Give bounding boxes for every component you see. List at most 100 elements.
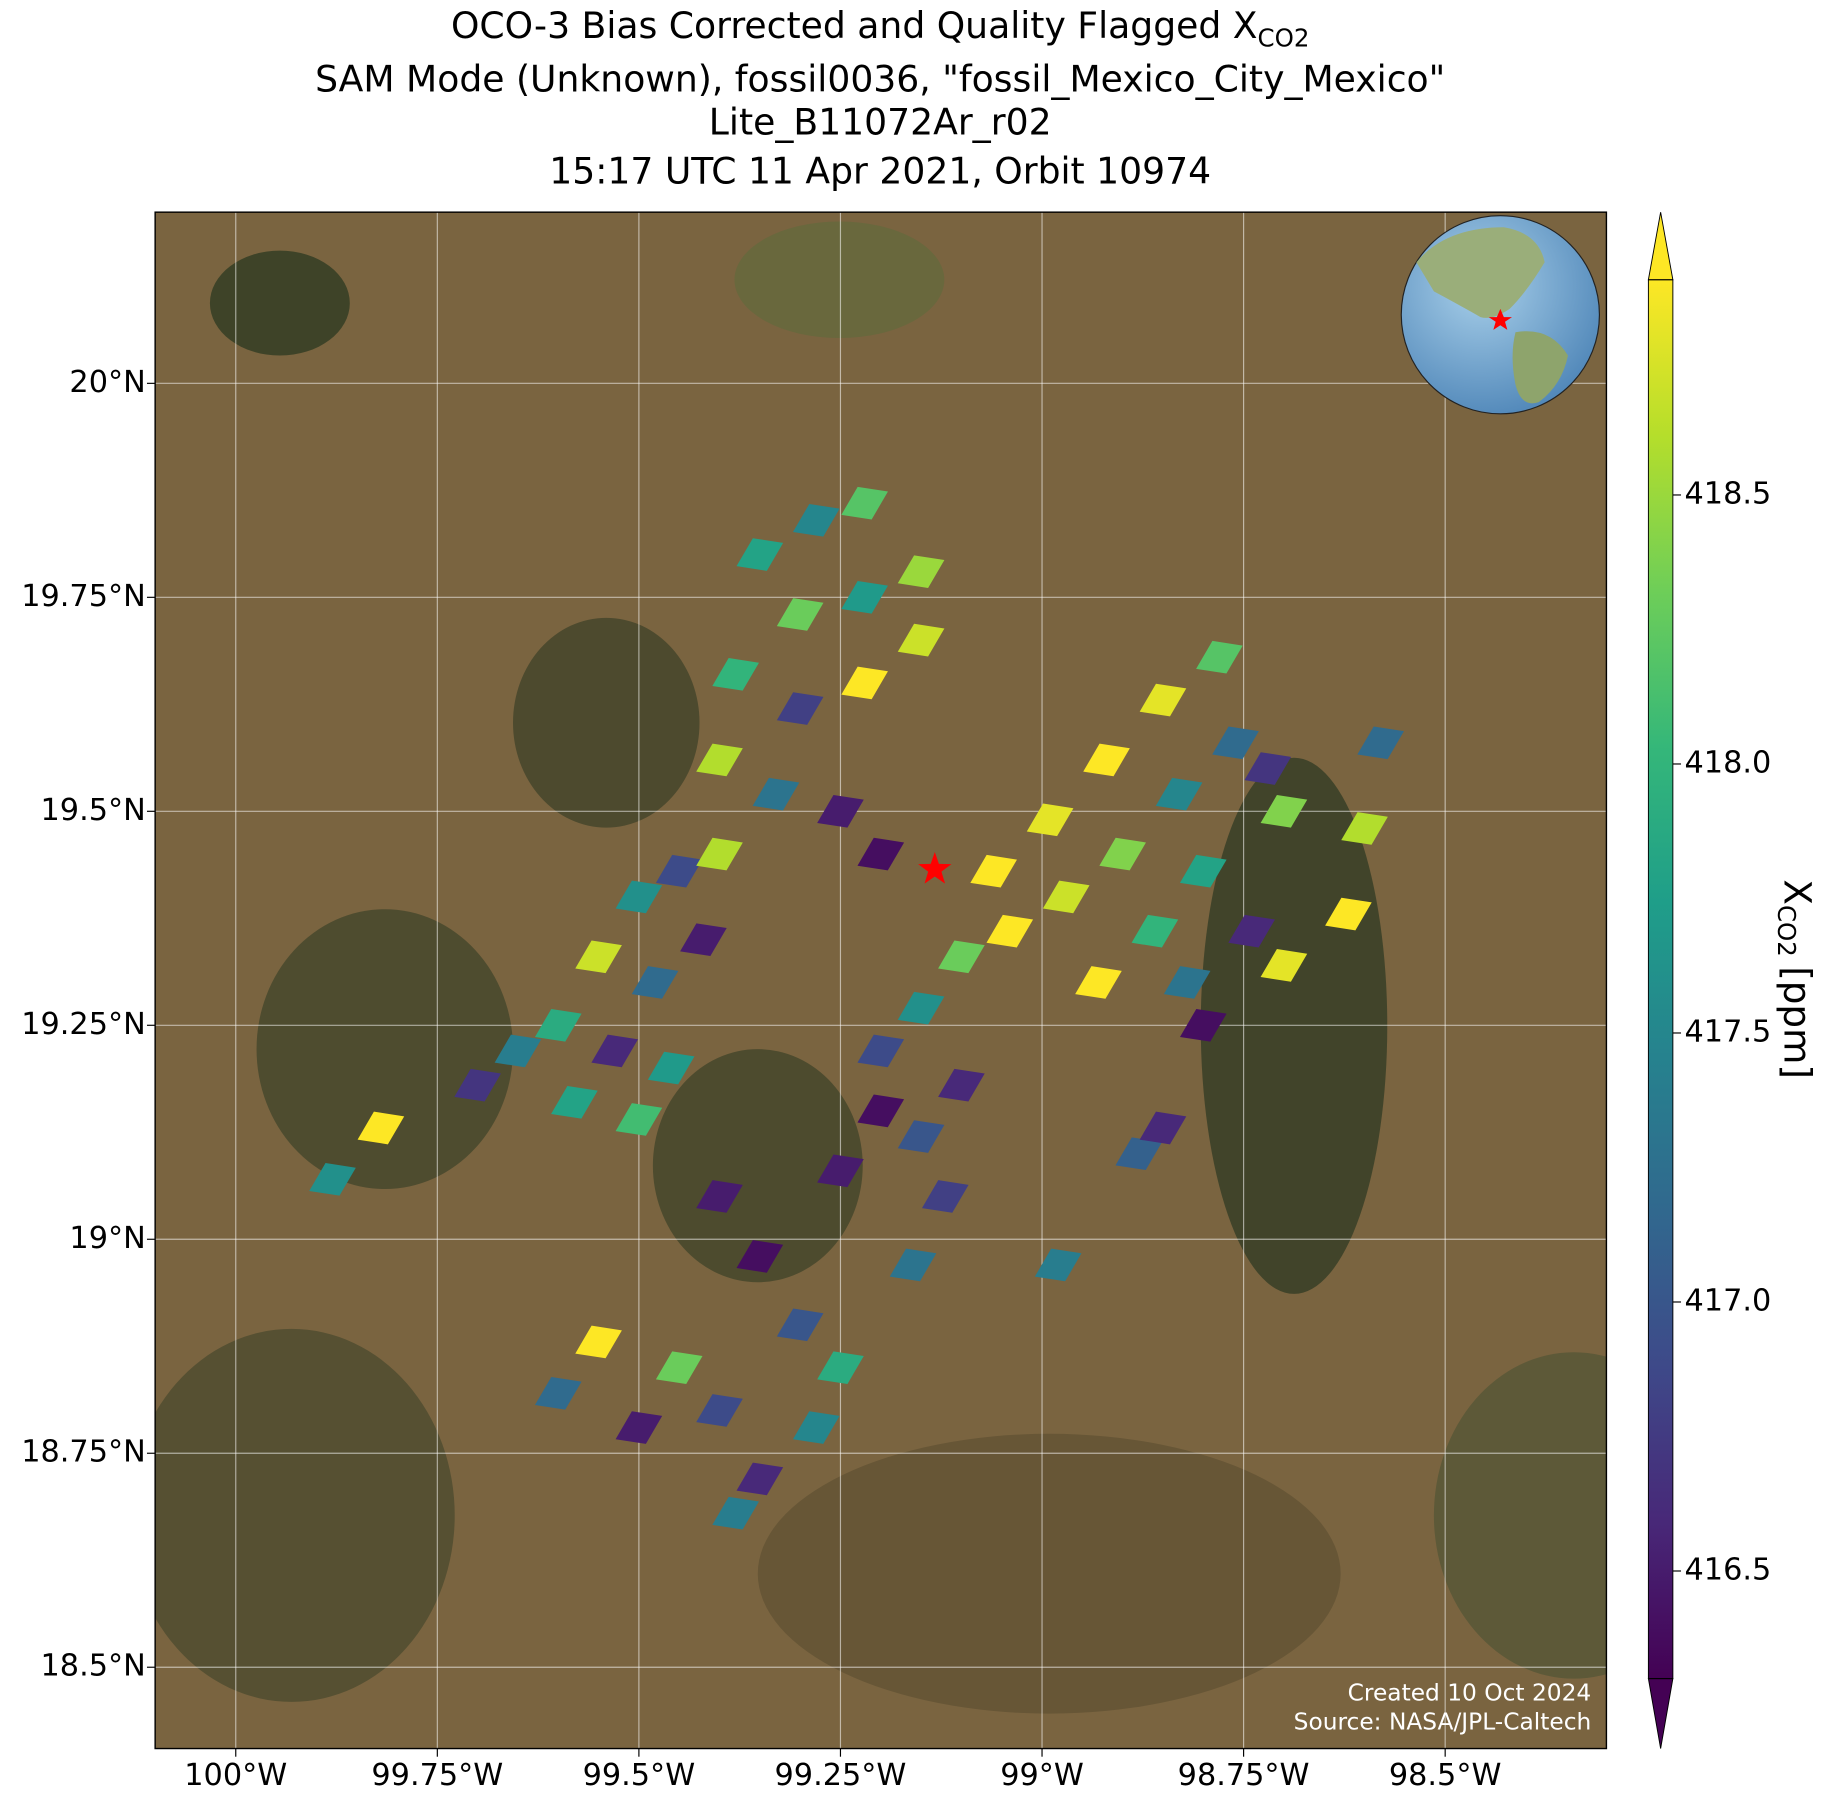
subtitle: 15:17 UTC 11 Apr 2021, Orbit 10974 xyxy=(549,150,1211,193)
colorbar-label-unit: [ppm] xyxy=(1776,966,1820,1079)
target-marker xyxy=(918,852,952,884)
sounding xyxy=(776,1308,824,1342)
sounding xyxy=(938,940,985,974)
sounding xyxy=(696,837,743,871)
y-tick-label: 19.25°N xyxy=(21,1007,146,1042)
x-tick-label: 99°W xyxy=(1000,1758,1084,1793)
sounding xyxy=(1212,726,1259,760)
title-text: OCO-3 Bias Corrected and Quality Flagged… xyxy=(451,4,1258,47)
sounding xyxy=(752,777,800,811)
sounding xyxy=(357,1111,405,1145)
sounding xyxy=(591,1034,639,1068)
sounding xyxy=(696,1180,743,1213)
sounding xyxy=(454,1068,501,1102)
colorbar-label-text: X xyxy=(1776,879,1820,905)
sounding xyxy=(534,1377,582,1410)
sounding xyxy=(1179,1008,1227,1042)
sounding xyxy=(1083,743,1130,777)
sounding xyxy=(615,1411,663,1444)
sounding xyxy=(857,1094,905,1128)
continent xyxy=(1512,331,1568,404)
sounding xyxy=(696,743,743,777)
colorbar-tick-label: 417.5 xyxy=(1685,1014,1772,1049)
terrain xyxy=(256,909,514,1190)
sounding xyxy=(1131,914,1179,948)
sounding xyxy=(897,991,945,1025)
sounding xyxy=(792,503,840,537)
terrain xyxy=(155,1328,455,1702)
sounding xyxy=(1244,752,1292,785)
colorbar-tick-label: 418.0 xyxy=(1685,745,1772,780)
sounding xyxy=(575,1325,622,1359)
y-tick-label: 20°N xyxy=(69,365,145,400)
sounding xyxy=(792,1411,840,1444)
sounding xyxy=(897,555,945,588)
sounding xyxy=(1196,640,1243,674)
y-tick-label: 19.75°N xyxy=(21,579,146,614)
sounding xyxy=(1155,777,1203,811)
soundings xyxy=(309,486,1404,1530)
sounding xyxy=(1260,794,1308,828)
colorbar-extend-max xyxy=(1647,212,1674,281)
sounding xyxy=(534,1008,582,1042)
footer-text: Created 10 Oct 2024 xyxy=(1348,1679,1592,1706)
terrain xyxy=(513,617,700,828)
terrain xyxy=(1433,1352,1607,1679)
sounding xyxy=(921,1180,969,1213)
sounding xyxy=(857,837,905,871)
sounding xyxy=(817,1351,864,1384)
sounding xyxy=(551,1085,598,1119)
sounding xyxy=(841,581,888,614)
y-tick-label: 19°N xyxy=(69,1221,145,1256)
terrain xyxy=(652,1049,863,1283)
sounding xyxy=(1163,966,1211,999)
terrain xyxy=(734,221,945,339)
x-tick-label: 100°W xyxy=(184,1758,287,1793)
sounding xyxy=(1099,837,1146,871)
sounding xyxy=(736,538,784,571)
y-tick-label: 18.5°N xyxy=(41,1649,146,1684)
continent xyxy=(1416,227,1545,318)
sounding xyxy=(696,1394,743,1427)
title: OCO-3 Bias Corrected and Quality Flagged… xyxy=(451,4,1310,53)
sounding xyxy=(1325,897,1372,931)
colorbar-label-subscript: CO2 xyxy=(1772,905,1801,957)
sounding xyxy=(897,623,945,657)
sounding xyxy=(817,794,864,828)
sounding xyxy=(1034,1248,1082,1282)
x-tick-label: 98.75°W xyxy=(1178,1758,1310,1793)
footer-text: Source: NASA/JPL-Caltech xyxy=(1294,1708,1592,1735)
x-tick-label: 99.5°W xyxy=(583,1758,696,1793)
sounding xyxy=(680,923,727,957)
sounding xyxy=(1115,1137,1163,1170)
x-tick-label: 99.75°W xyxy=(371,1758,503,1793)
sounding xyxy=(1179,854,1227,888)
sounding xyxy=(841,486,888,520)
sounding xyxy=(575,940,622,974)
sounding xyxy=(1075,966,1122,999)
sounding xyxy=(1228,914,1275,948)
sounding xyxy=(655,854,703,888)
sounding xyxy=(938,1068,985,1102)
map-frame xyxy=(154,211,1608,1750)
sounding xyxy=(712,1496,759,1530)
sounding xyxy=(494,1034,542,1068)
sounding xyxy=(655,1351,703,1384)
colorbar-extend-min xyxy=(1647,1678,1674,1749)
colorbar-label: XCO2 [ppm] xyxy=(1772,879,1820,1079)
y-tick-label: 18.75°N xyxy=(21,1435,146,1470)
terrain xyxy=(757,1433,1341,1714)
y-tick-label: 19.5°N xyxy=(41,793,146,828)
sounding xyxy=(736,1462,784,1496)
sounding xyxy=(1139,683,1187,717)
sounding xyxy=(615,1103,663,1136)
x-tick-label: 98.5°W xyxy=(1389,1758,1502,1793)
sounding xyxy=(309,1163,356,1196)
sounding xyxy=(889,1248,937,1282)
sounding xyxy=(776,598,824,631)
subtitle: Lite_B11072Ar_r02 xyxy=(709,101,1052,144)
x-tick-label: 99.25°W xyxy=(775,1758,907,1793)
sounding xyxy=(1042,880,1090,914)
